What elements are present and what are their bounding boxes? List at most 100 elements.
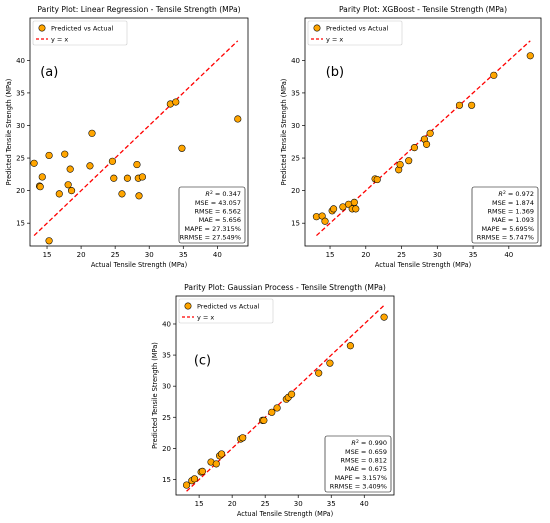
panel-3: Parity Plot: Gaussian Process - Tensile …	[151, 283, 395, 518]
metric-line: MAE = 5.656	[199, 216, 241, 224]
metric-line: RRMSE = 5.747%	[477, 233, 534, 241]
chart-title: Parity Plot: XGBoost - Tensile Strength …	[339, 5, 507, 14]
data-point	[423, 140, 431, 148]
metric-line: MSE = 0.659	[345, 448, 387, 456]
metrics-box	[324, 435, 392, 493]
y-tick-label: 25	[16, 155, 25, 163]
data-point	[373, 175, 381, 184]
data-point	[172, 98, 180, 106]
data-point	[218, 450, 226, 458]
data-point	[380, 313, 388, 321]
data-point	[66, 165, 74, 173]
y-axis-label: Predicted Tensile Strength (MPa)	[151, 342, 159, 449]
x-tick-label: 40	[504, 251, 513, 259]
metrics-box	[178, 186, 246, 244]
x-tick-label: 20	[228, 500, 237, 508]
metric-line: MAE = 1.093	[492, 216, 534, 224]
data-point	[198, 467, 206, 475]
data-point	[190, 475, 199, 483]
data-point	[396, 160, 404, 169]
data-point	[326, 359, 334, 367]
chart-title: Parity Plot: Linear Regression - Tensile…	[37, 5, 240, 14]
y-tick-label: 25	[291, 155, 300, 163]
y-axis-label: Predicted Tensile Strength (MPa)	[5, 79, 13, 186]
y-tick-label: 30	[291, 122, 300, 130]
y-tick-label: 40	[16, 57, 25, 65]
data-point	[212, 460, 220, 468]
legend-box	[178, 298, 274, 324]
data-point	[61, 150, 69, 158]
metric-line: MSE = 43.057	[195, 199, 241, 207]
data-point	[330, 205, 338, 213]
y-tick-label: 15	[291, 220, 300, 228]
x-tick-label: 30	[294, 500, 303, 508]
metric-r2: R2 = 0.347	[205, 190, 241, 199]
data-point	[88, 129, 96, 137]
data-point	[315, 369, 323, 377]
metric-line: RMSE = 6.562	[194, 208, 241, 216]
y-tick-label: 15	[162, 476, 171, 484]
data-point	[455, 101, 464, 109]
metric-line: RMSE = 0.812	[340, 457, 387, 465]
legend-marker	[184, 302, 192, 310]
x-tick-label: 35	[179, 251, 188, 259]
data-point	[321, 217, 329, 225]
data-point	[182, 481, 191, 489]
x-tick-label: 25	[111, 251, 120, 259]
metric-line: MAE = 0.675	[345, 465, 387, 473]
data-point	[468, 101, 476, 109]
legend-marker	[38, 24, 46, 32]
x-tick-label: 40	[360, 500, 369, 508]
legend-box	[307, 20, 403, 46]
legend-label-line: y = x	[197, 314, 214, 322]
y-tick-label: 35	[16, 89, 25, 97]
panel-label: (b)	[326, 65, 344, 80]
x-tick-label: 30	[433, 251, 442, 259]
panel-label: (a)	[40, 65, 58, 80]
y-tick-label: 15	[16, 220, 25, 228]
data-point	[45, 237, 53, 245]
data-point	[288, 390, 296, 398]
y-tick-label: 35	[162, 352, 171, 360]
metric-r2: R2 = 0.990	[351, 439, 387, 448]
y-tick-label: 25	[162, 414, 171, 422]
chart-title: Parity Plot: Gaussian Process - Tensile …	[184, 283, 386, 292]
data-point	[108, 157, 117, 165]
data-point	[490, 71, 498, 79]
metric-line: MAPE = 3.157%	[335, 474, 387, 482]
x-tick-label: 15	[195, 500, 204, 508]
metric-line: MAPE = 27.315%	[184, 225, 241, 233]
y-axis-label: Predicted Tensile Strength (MPa)	[280, 79, 288, 186]
x-tick-label: 20	[361, 251, 370, 259]
data-point	[405, 157, 413, 165]
data-point	[55, 190, 63, 198]
data-point	[410, 144, 418, 152]
data-point	[268, 408, 276, 416]
x-axis-label: Actual Tensile Strength (MPa)	[237, 510, 333, 518]
legend-label-points: Predicted vs Actual	[51, 25, 113, 33]
identity-line	[33, 40, 239, 237]
x-axis-label: Actual Tensile Strength (MPa)	[375, 261, 471, 269]
data-point	[36, 183, 44, 191]
x-tick-label: 30	[145, 251, 154, 259]
data-point	[273, 404, 281, 412]
legend-label-line: y = x	[51, 36, 68, 44]
data-point	[123, 174, 131, 182]
metric-line: MSE = 1.874	[492, 199, 534, 207]
metrics-box	[471, 186, 539, 244]
data-point	[234, 115, 242, 123]
x-tick-label: 20	[77, 251, 86, 259]
metric-line: RMSE = 1.369	[487, 208, 534, 216]
data-point	[110, 174, 118, 182]
metric-line: RRMSE = 27.549%	[180, 233, 241, 241]
data-point	[64, 181, 72, 189]
data-point	[346, 342, 354, 350]
data-point	[352, 205, 360, 213]
data-point	[135, 192, 143, 200]
data-point	[426, 129, 434, 137]
y-tick-label: 35	[291, 89, 300, 97]
y-tick-label: 20	[162, 445, 171, 453]
data-point	[133, 160, 141, 169]
data-point	[239, 434, 247, 442]
data-point	[38, 173, 46, 181]
